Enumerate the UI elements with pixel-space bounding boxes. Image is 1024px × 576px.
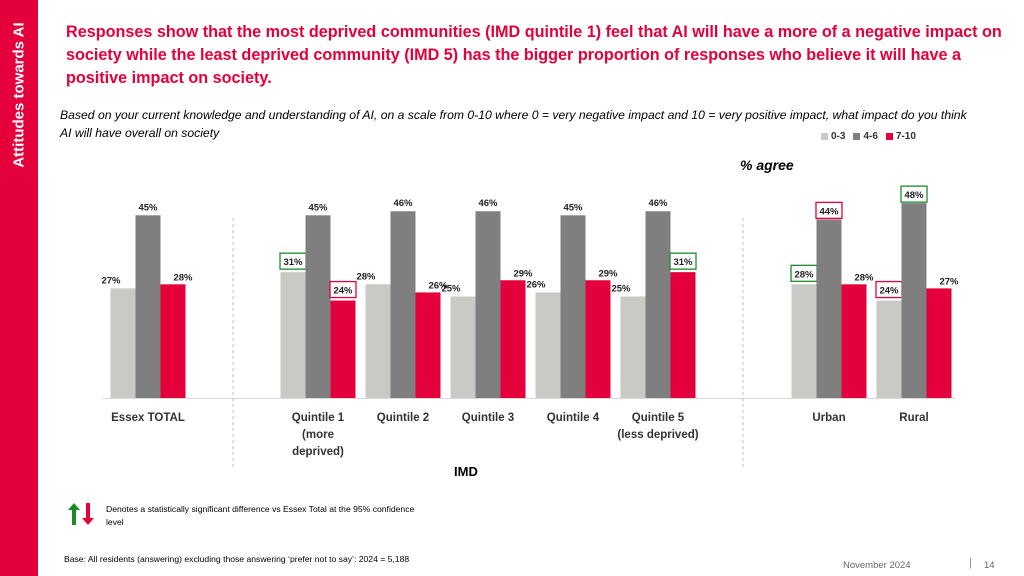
- bar-7-10-6: [841, 284, 867, 398]
- legend-swatch: [853, 133, 861, 140]
- bar-7-10-7: [926, 288, 952, 398]
- legend-item-4-6: 4-6: [853, 131, 878, 142]
- data-label: 28%: [854, 272, 874, 283]
- bar-7-10-0: [160, 284, 186, 398]
- data-label: 27%: [939, 276, 959, 287]
- imd-axis-label: IMD: [454, 464, 478, 479]
- data-label: 28%: [356, 271, 376, 282]
- bar-0-3-6: [791, 284, 817, 398]
- bar-4-6-4: [560, 215, 586, 398]
- category-label: Urban: [812, 412, 845, 424]
- bar-4-6-1: [305, 215, 331, 398]
- data-label: 29%: [598, 268, 618, 279]
- category-label: (less deprived): [617, 429, 698, 441]
- significance-note: Denotes a statistically significant diff…: [106, 504, 415, 527]
- significance-arrows-icon: [68, 503, 94, 525]
- legend-item-0-3: 0-3: [821, 131, 845, 142]
- page-number: 14: [984, 560, 995, 571]
- significance-box: [815, 201, 843, 220]
- bar-7-10-5: [670, 272, 696, 398]
- footer-divider: |: [969, 557, 972, 569]
- data-label: 45%: [308, 202, 328, 213]
- category-label: Quintile 4: [547, 412, 600, 424]
- bar-0-3-2: [365, 284, 391, 398]
- legend-label: 0-3: [831, 131, 846, 142]
- bar-0-3-7: [876, 300, 902, 398]
- significance-box: [669, 252, 697, 270]
- base-note: Base: All residents (answering) excludin…: [64, 554, 410, 564]
- legend-swatch: [821, 133, 828, 140]
- bar-7-10-1: [330, 300, 356, 398]
- bar-4-6-2: [390, 211, 416, 398]
- data-label: 45%: [138, 202, 158, 213]
- sidebar: Attitudes towards AI: [0, 0, 38, 576]
- bar-7-10-4: [585, 280, 611, 398]
- bar-4-6-3: [475, 211, 501, 398]
- significance-box: [900, 185, 928, 203]
- bar-4-6-5: [645, 211, 671, 398]
- headline: Responses show that the most deprived co…: [66, 23, 1002, 87]
- data-label: 28%: [794, 269, 814, 280]
- data-label: 26%: [428, 280, 448, 291]
- category-label: deprived): [292, 446, 344, 458]
- category-label: Essex TOTAL: [111, 412, 185, 424]
- legend-label: 4-6: [863, 131, 878, 142]
- data-label: 25%: [441, 284, 461, 295]
- legend-item-7-10: 7-10: [885, 131, 916, 142]
- data-label: 31%: [283, 257, 303, 268]
- chart-title: % agree: [740, 157, 794, 173]
- data-label: 45%: [563, 202, 583, 213]
- data-label: 31%: [673, 257, 693, 268]
- bar-4-6-6: [816, 219, 842, 398]
- survey-question: Based on your current knowledge and unde…: [60, 108, 967, 140]
- category-label: Rural: [899, 412, 928, 424]
- bar-0-3-3: [450, 296, 476, 398]
- data-label: 26%: [526, 279, 546, 290]
- data-label: 27%: [101, 275, 121, 286]
- significance-box: [329, 280, 357, 299]
- legend-swatch: [885, 133, 893, 140]
- data-label: 24%: [879, 286, 899, 297]
- bar-0-3-4: [535, 292, 561, 398]
- data-label: 29%: [513, 268, 533, 279]
- data-label: 25%: [611, 284, 631, 295]
- category-label: Quintile 1: [292, 412, 345, 424]
- bar-4-6-7: [901, 203, 927, 398]
- data-label: 44%: [819, 206, 839, 217]
- bar-0-3-1: [280, 272, 306, 398]
- bar-7-10-2: [415, 292, 441, 398]
- data-label: 46%: [478, 198, 498, 209]
- bar-0-3-5: [620, 296, 646, 398]
- data-label: 48%: [904, 190, 924, 201]
- legend-label: 7-10: [895, 131, 916, 142]
- data-label: 28%: [173, 272, 193, 283]
- bar-7-10-3: [500, 280, 526, 398]
- bar-0-3-0: [110, 288, 136, 398]
- category-label: Quintile 5: [632, 412, 685, 424]
- data-label: 24%: [333, 286, 353, 297]
- bar-4-6-0: [135, 215, 161, 398]
- data-label: 46%: [648, 198, 668, 209]
- footer-date: November 2024: [843, 560, 911, 571]
- category-label: Quintile 3: [462, 412, 514, 424]
- chart-legend: 0-3 4-6 7-10: [821, 131, 916, 142]
- category-label: Quintile 2: [377, 412, 429, 424]
- category-label: (more: [302, 429, 334, 441]
- data-label: 46%: [393, 198, 413, 209]
